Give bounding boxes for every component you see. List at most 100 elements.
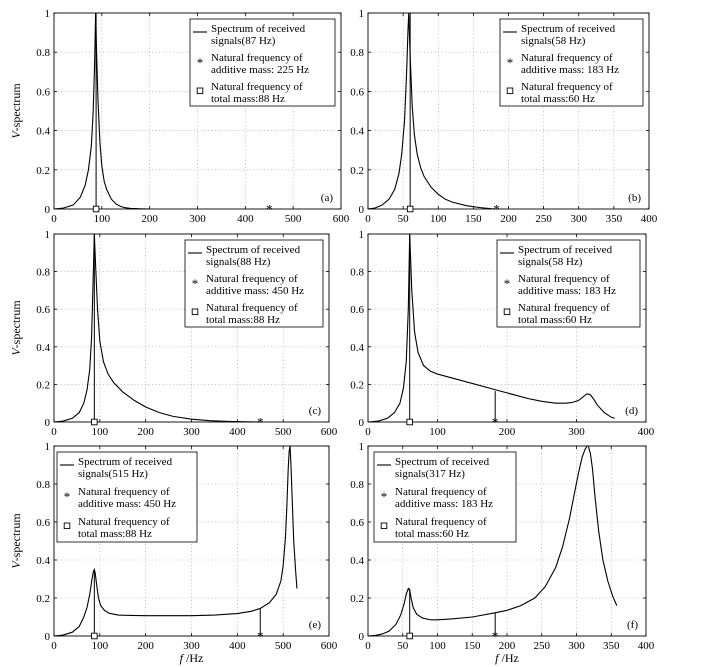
x-tick-label: 300 [571, 213, 588, 225]
y-tick-label: 0.8 [350, 47, 364, 59]
y-tick-label: 0 [45, 204, 51, 216]
spectrum-line [53, 12, 150, 210]
y-tick-label: 0.4 [36, 555, 50, 567]
legend-text-line1: Spectrum of received [78, 456, 173, 468]
x-tick-label: 0 [365, 213, 371, 225]
x-tick-label: 200 [137, 426, 154, 438]
x-tick-label: 400 [641, 213, 658, 225]
x-tick-label: 400 [229, 426, 246, 438]
legend-square-symbol [506, 87, 514, 95]
x-tick-label: 300 [189, 213, 206, 225]
y-tick-label: 0.8 [36, 47, 50, 59]
panel-f: 0 50 100 150 200 250 300 350 400 0 0.2 0.4 0.6 0.8 1 f … [350, 441, 655, 665]
y-tick-label: 0.2 [36, 379, 50, 391]
x-axis-label: f /Hz [180, 651, 204, 665]
y-tick-label: 0 [359, 631, 365, 643]
legend-star-symbol: * [504, 276, 511, 291]
legend-text-line1: Natural frequency of [518, 273, 610, 285]
spectrum-line [367, 445, 618, 637]
legend-square-symbol [380, 522, 388, 530]
legend-box [373, 451, 517, 543]
x-tick-label: 0 [51, 426, 57, 438]
x-tick-label: 500 [275, 640, 292, 652]
x-tick-label: 300 [183, 426, 200, 438]
panel-label: (a) [321, 192, 334, 204]
legend-text-line2: additive mass: 450 Hz [78, 498, 176, 510]
panel-a: 0 100 200 300 400 500 600 0 0.2 0.4 0.6 0.8 1 V-spect… [9, 8, 350, 225]
legend-text-line1: Spectrum of received [211, 23, 306, 35]
legend-text-line1: Natural frequency of [521, 52, 613, 64]
legend-text-line1: Spectrum of received [395, 456, 490, 468]
legend-box [189, 18, 336, 107]
y-tick-label: 0.8 [36, 479, 50, 491]
legend-text-line2: total mass:60 Hz [395, 528, 469, 540]
y-tick-label: 0.6 [350, 86, 364, 98]
x-tick-label: 200 [499, 426, 516, 438]
x-tick-label: 0 [51, 640, 57, 652]
legend-star-symbol: * [192, 276, 199, 291]
x-tick-label: 0 [365, 640, 371, 652]
square-marker [406, 632, 413, 640]
y-tick-label: 0 [359, 417, 365, 429]
panel-c: 0 100 200 300 400 500 600 0 0.2 0.4 0.6 0.8 1 V-spect… [9, 229, 338, 438]
y-tick-label: 0 [45, 417, 51, 429]
x-tick-label: 350 [606, 213, 623, 225]
x-tick-label: 600 [321, 426, 338, 438]
y-tick-label: 0.8 [350, 479, 364, 491]
legend-square-symbol [191, 308, 199, 316]
x-tick-label: 150 [464, 640, 481, 652]
star-marker: * [257, 415, 264, 430]
y-tick-label: 0.6 [36, 304, 50, 316]
x-tick-label: 300 [183, 640, 200, 652]
legend-text-line1: Natural frequency of [211, 81, 303, 93]
legend-text-line2: total mass:60 Hz [521, 93, 595, 105]
panel-label: (e) [309, 619, 322, 631]
x-tick-label: 150 [465, 213, 482, 225]
y-tick-label: 0.6 [350, 304, 364, 316]
legend-star-symbol: * [381, 489, 388, 504]
star-marker: * [493, 202, 500, 217]
x-tick-label: 100 [430, 213, 447, 225]
y-tick-label: 0.4 [350, 342, 364, 354]
panel-label: (d) [625, 405, 638, 417]
y-axis-label: V-spectrum [9, 300, 23, 356]
legend-text-line1: Spectrum of received [206, 244, 301, 256]
y-tick-label: 0.8 [36, 267, 50, 279]
x-tick-label: 400 [638, 640, 655, 652]
legend-star-symbol: * [197, 55, 204, 70]
panel-b: 0 50 100 150 200 250 300 350 400 0 0.2 0.4 0.6 0.8 1 * (… [350, 8, 658, 225]
legend-text-line2: signals(58 Hz) [518, 256, 583, 268]
x-tick-label: 400 [638, 426, 655, 438]
panel-label: (f) [627, 619, 638, 631]
legend-star-symbol: * [507, 55, 514, 70]
legend-text-line2: additive mass: 450 Hz [206, 285, 304, 297]
y-tick-label: 0.6 [36, 517, 50, 529]
y-tick-label: 1 [359, 441, 365, 453]
legend-text-line2: additive mass: 183 Hz [395, 498, 493, 510]
star-marker: * [492, 415, 499, 430]
x-tick-label: 300 [568, 426, 585, 438]
legend-text-line1: Natural frequency of [206, 273, 298, 285]
y-axis-label: V-spectrum [9, 83, 23, 139]
legend-box [56, 451, 198, 543]
x-tick-label: 200 [141, 213, 158, 225]
y-tick-label: 0 [45, 631, 51, 643]
legend-text-line2: signals(515 Hz) [78, 468, 148, 480]
y-tick-label: 0.2 [350, 593, 364, 605]
x-tick-label: 500 [275, 426, 292, 438]
panel-d: 0 100 200 300 400 0 0.2 0.4 0.6 0.8 1 * (d) Spectrum … [350, 229, 655, 438]
square-marker [92, 205, 100, 213]
x-tick-label: 250 [535, 213, 552, 225]
legend-text-line1: Natural frequency of [206, 302, 298, 314]
legend-text-line1: Natural frequency of [518, 302, 610, 314]
x-tick-label: 600 [333, 213, 350, 225]
x-tick-label: 100 [94, 213, 111, 225]
x-tick-label: 0 [51, 213, 57, 225]
panel-label: (c) [309, 405, 322, 417]
x-tick-label: 100 [92, 426, 109, 438]
legend-box [184, 239, 324, 328]
square-marker [91, 632, 98, 640]
legend-text-line2: additive mass: 183 Hz [521, 64, 619, 76]
x-tick-label: 0 [365, 426, 371, 438]
x-tick-label: 200 [137, 640, 154, 652]
